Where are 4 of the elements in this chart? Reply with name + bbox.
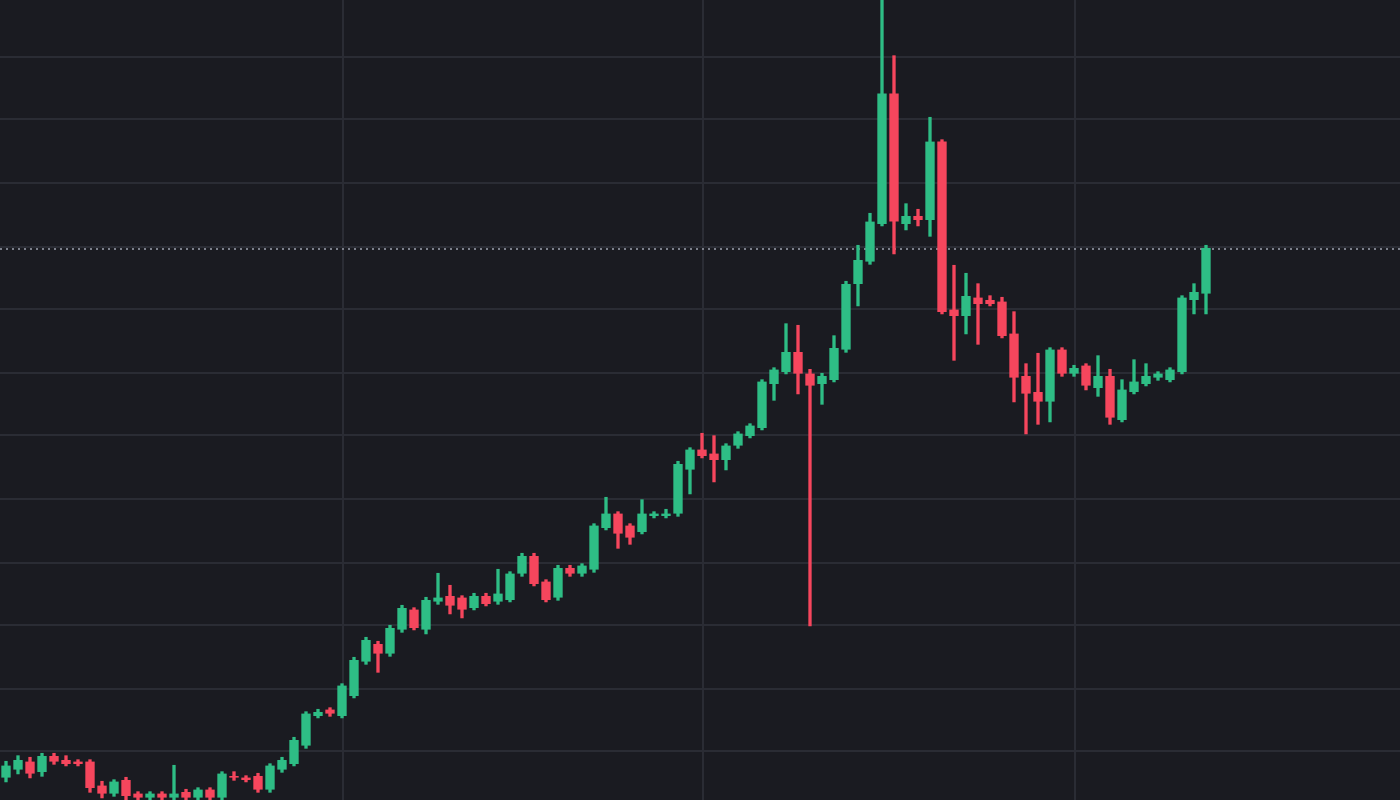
candlestick bbox=[169, 764, 179, 800]
candlestick bbox=[229, 771, 239, 781]
candlestick bbox=[913, 208, 923, 227]
candlestick bbox=[805, 368, 815, 627]
